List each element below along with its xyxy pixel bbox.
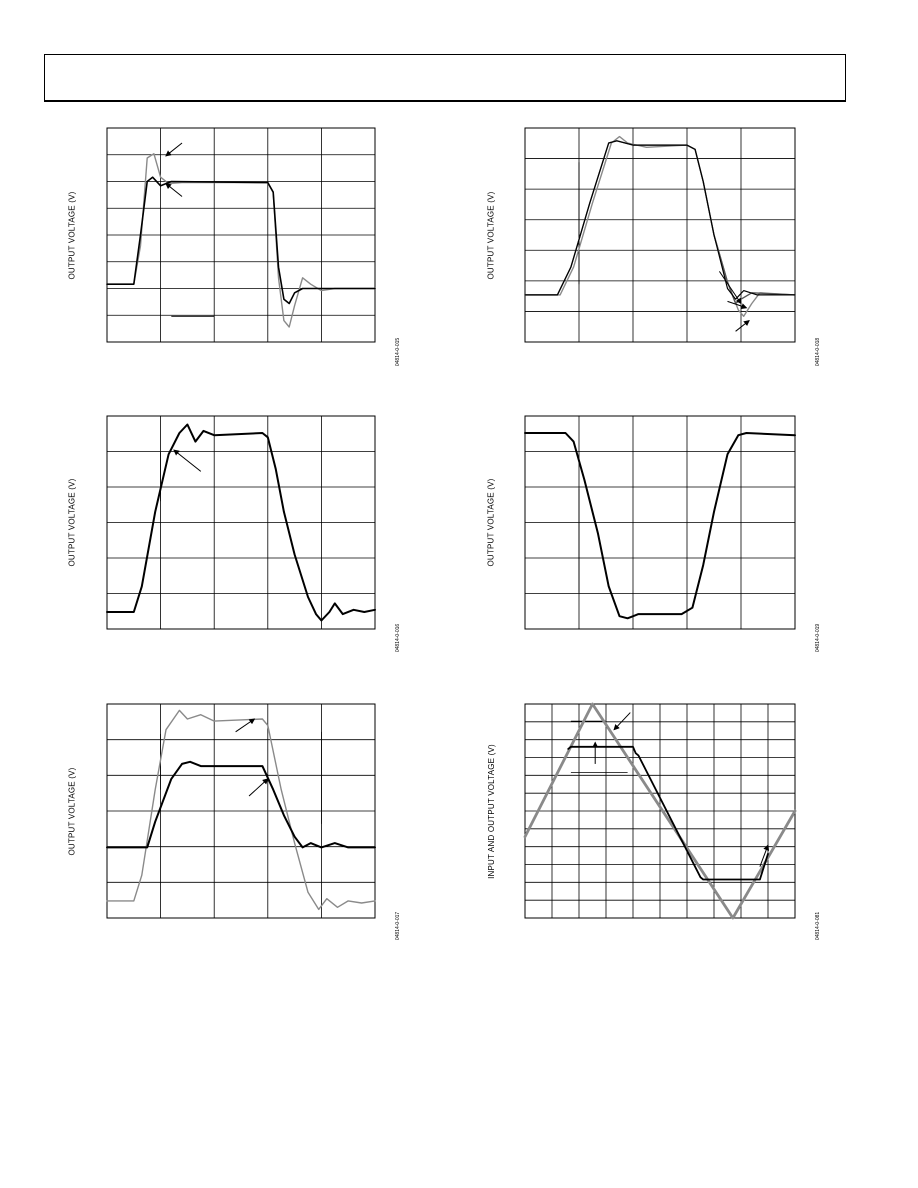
annotation-arrow <box>718 271 742 305</box>
y-axis-label: OUTPUT VOLTAGE (V) <box>67 478 77 567</box>
annotation-arrow <box>165 142 183 157</box>
annotation-arrow <box>613 712 631 731</box>
y-axis-label: OUTPUT VOLTAGE (V) <box>486 478 496 567</box>
figure-id-label: 04814-0-015 <box>395 337 402 367</box>
annotation-arrow <box>248 778 269 797</box>
figure-id-label: 04814-0-019 <box>815 623 822 653</box>
annotation-arrow <box>165 183 183 197</box>
series-2-trace <box>106 760 376 849</box>
figure-id-label: 04814-0-016 <box>395 623 402 653</box>
series-3-trace <box>524 140 796 300</box>
annotation-arrow <box>735 319 750 332</box>
figure-1-plot <box>106 127 376 343</box>
y-axis-label: OUTPUT VOLTAGE (V) <box>67 190 77 280</box>
plot-frame <box>106 703 376 919</box>
series-1-trace <box>106 709 376 911</box>
y-axis-label: OUTPUT VOLTAGE (V) <box>67 766 77 856</box>
figure-2-plot <box>524 127 796 343</box>
plot-frame <box>106 127 376 343</box>
figure-id-label: 04814-0-017 <box>395 911 402 941</box>
series-1-trace <box>524 135 796 317</box>
plot-frame <box>524 127 796 343</box>
plot-frame <box>106 415 376 630</box>
annotation-arrow <box>727 300 748 309</box>
page-header-box <box>44 54 846 102</box>
annotation-arrow <box>759 844 770 867</box>
figure-id-label: 04814-0-018 <box>815 337 822 367</box>
series-1-trace <box>106 423 376 622</box>
y-axis-label: INPUT AND OUTPUT VOLTAGE (V) <box>486 743 496 879</box>
annotation-arrow <box>235 718 256 733</box>
series-2-trace <box>567 745 769 881</box>
series-1-trace <box>106 153 376 328</box>
figure-3-plot <box>106 415 376 630</box>
figure-id-label: 04814-0-081 <box>815 911 822 941</box>
plot-frame <box>524 415 796 630</box>
annotation-arrow <box>173 449 202 472</box>
figure-5-plot <box>106 703 376 919</box>
figure-4-plot <box>524 415 796 630</box>
series-1-trace <box>524 432 796 620</box>
y-axis-label: OUTPUT VOLTAGE (V) <box>486 190 496 280</box>
series-2-trace <box>106 176 376 305</box>
figure-6-plot <box>523 702 797 920</box>
